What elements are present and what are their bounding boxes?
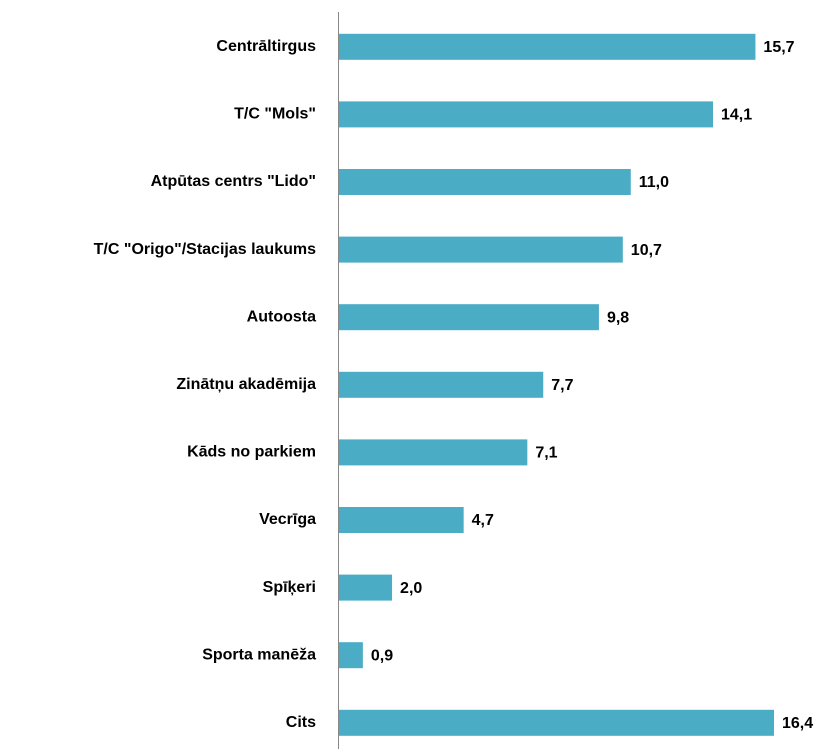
bar bbox=[339, 101, 713, 128]
category-label: Vecrīga bbox=[259, 511, 316, 528]
bar bbox=[339, 236, 623, 263]
bar bbox=[339, 169, 631, 195]
bar bbox=[339, 371, 544, 398]
category-label: Kāds no parkiem bbox=[187, 444, 316, 461]
category-label: Cits bbox=[286, 714, 316, 731]
category-label: T/C "Mols" bbox=[234, 106, 316, 123]
category-label: Atpūtas centrs "Lido" bbox=[151, 173, 316, 190]
data-label: 7,1 bbox=[535, 445, 557, 462]
data-label: 11,0 bbox=[639, 174, 669, 191]
data-label: 0,9 bbox=[371, 647, 393, 664]
bar bbox=[339, 642, 363, 669]
data-label: 4,7 bbox=[472, 512, 494, 529]
category-label: T/C "Origo"/Stacijas laukums bbox=[94, 241, 316, 258]
category-label: Spīķeri bbox=[263, 579, 316, 596]
bar bbox=[339, 439, 528, 466]
category-label: Autoosta bbox=[247, 308, 316, 325]
category-label: Sporta manēža bbox=[202, 646, 316, 663]
data-label: 15,7 bbox=[763, 39, 794, 56]
data-label: 9,8 bbox=[607, 309, 629, 326]
data-label: 10,7 bbox=[631, 242, 662, 259]
data-label: 2,0 bbox=[400, 580, 422, 597]
bar bbox=[339, 33, 756, 60]
data-label: 14,1 bbox=[721, 107, 752, 124]
bar bbox=[339, 507, 464, 533]
bar bbox=[339, 304, 599, 331]
category-label: Centrāltirgus bbox=[216, 38, 316, 55]
data-label: 16,4 bbox=[782, 715, 813, 732]
data-label: 7,7 bbox=[551, 377, 573, 394]
bar bbox=[339, 709, 774, 736]
category-label: Zinātņu akadēmija bbox=[176, 376, 316, 393]
bar bbox=[339, 574, 393, 601]
